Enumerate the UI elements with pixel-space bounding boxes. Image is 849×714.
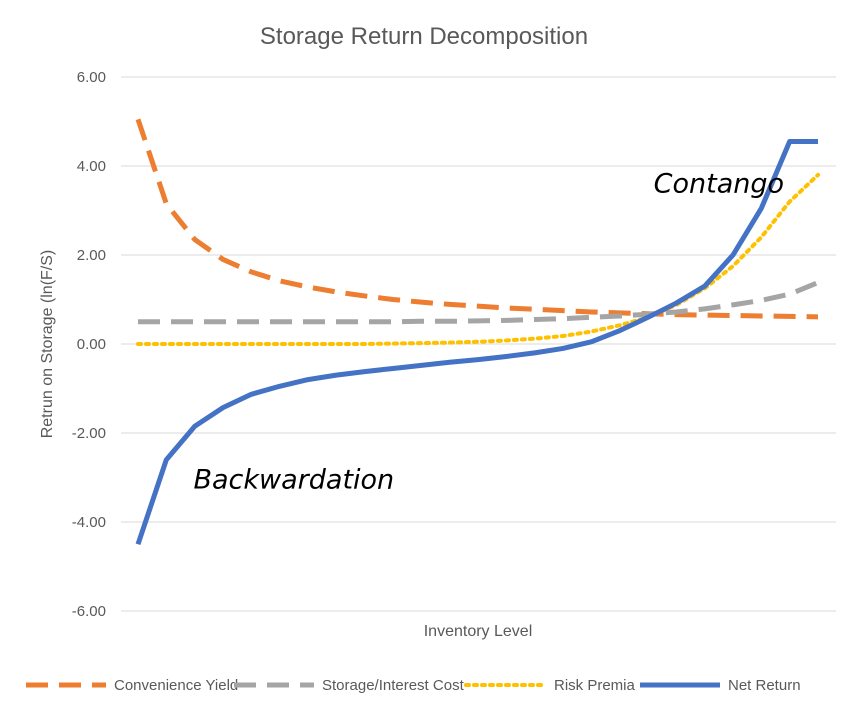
x-axis-label: Inventory Level [424, 623, 533, 640]
legend-item: Net Return [640, 677, 801, 694]
y-tick-label: 6.00 [77, 69, 106, 86]
chart-title: Storage Return Decomposition [260, 23, 588, 50]
legend-item: Risk Premia [464, 677, 636, 694]
y-tick-label: -2.00 [72, 425, 106, 442]
legend: Convenience Yield Storage/Interest Cost Ri… [26, 677, 801, 694]
y-axis-label: Retrun on Storage (ln(F/S) [39, 250, 56, 439]
y-tick-label: -4.00 [72, 514, 106, 531]
legend-item: Storage/Interest Cost [234, 677, 465, 694]
y-tick-label: -6.00 [72, 603, 106, 620]
annotation: Backwardation [193, 465, 394, 496]
y-tick-labels: 6.00 4.00 2.00 0.00 -2.00 -4.00 -6.00 [72, 69, 106, 620]
y-tick-label: 2.00 [77, 247, 106, 264]
series-lines [135, 118, 820, 546]
legend-label: Risk Premia [554, 677, 636, 694]
legend-item: Convenience Yield [26, 677, 238, 694]
series-line-storage-interest-cost [138, 280, 819, 325]
legend-label: Storage/Interest Cost [322, 677, 465, 694]
annotations: Contango Backwardation [193, 169, 784, 496]
series-line-convenience-yield [135, 118, 819, 320]
series-line-net-return [135, 139, 818, 546]
legend-label: Convenience Yield [114, 677, 238, 694]
annotation: Contango [654, 169, 784, 200]
y-tick-label: 4.00 [77, 158, 106, 175]
legend-label: Net Return [728, 677, 801, 694]
y-tick-label: 0.00 [77, 336, 106, 353]
